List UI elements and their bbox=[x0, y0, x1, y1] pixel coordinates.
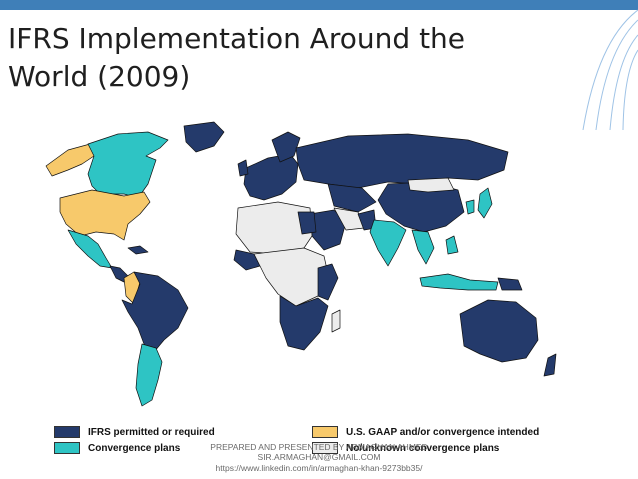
legend-item-unknown: No/unknown convergence plans bbox=[312, 442, 499, 454]
legend-item-convergence: Convergence plans bbox=[54, 442, 180, 454]
map-legend: IFRS permitted or required U.S. GAAP and… bbox=[54, 422, 564, 464]
region-europe bbox=[243, 153, 299, 201]
region-madagascar bbox=[331, 309, 341, 333]
region-mongolia bbox=[407, 177, 455, 193]
region-argentina bbox=[135, 343, 163, 407]
world-map bbox=[28, 118, 580, 414]
region-papua bbox=[497, 277, 523, 291]
region-india bbox=[369, 219, 407, 267]
region-southeast-asia bbox=[411, 229, 435, 265]
region-scandinavia bbox=[271, 131, 301, 163]
region-west-africa bbox=[233, 249, 261, 271]
region-new-zealand bbox=[543, 353, 557, 377]
corner-decoration bbox=[582, 9, 638, 130]
legend-item-ifrs: IFRS permitted or required bbox=[54, 426, 215, 438]
region-greenland bbox=[183, 121, 225, 153]
region-uk bbox=[237, 159, 249, 177]
page-title: IFRS Implementation Around the World (20… bbox=[8, 22, 466, 93]
region-central-africa bbox=[253, 247, 329, 307]
legend-swatch-ifrs bbox=[54, 426, 80, 438]
region-mexico bbox=[67, 229, 113, 269]
region-usa bbox=[59, 189, 151, 241]
region-east-africa bbox=[317, 263, 339, 301]
region-japan bbox=[477, 187, 493, 219]
credit-line-2: SIR.ARMAGHAN@GMAIL.COM bbox=[257, 452, 381, 462]
legend-swatch-convergence bbox=[54, 442, 80, 454]
top-accent-bar bbox=[0, 0, 638, 10]
credit-line-1: PREPARED AND PRESENTED BY ARMAGHAN AHMED bbox=[210, 442, 428, 452]
region-egypt bbox=[297, 211, 317, 235]
region-caribbean bbox=[127, 245, 149, 255]
region-central-asia bbox=[327, 183, 377, 213]
legend-label-ifrs: IFRS permitted or required bbox=[88, 426, 215, 438]
credit-line-3[interactable]: https://www.linkedin.com/in/armaghan-kha… bbox=[215, 463, 423, 473]
world-map-svg bbox=[45, 121, 557, 407]
region-russia bbox=[295, 133, 509, 189]
legend-item-usgaap: U.S. GAAP and/or convergence intended bbox=[312, 426, 539, 438]
region-alaska bbox=[45, 143, 95, 177]
region-canada bbox=[87, 131, 169, 199]
region-indonesia bbox=[419, 273, 499, 291]
region-korea bbox=[465, 199, 475, 215]
legend-label-unknown: No/unknown convergence plans bbox=[346, 442, 500, 454]
legend-swatch-unknown bbox=[312, 442, 338, 454]
region-southern-africa bbox=[279, 295, 329, 351]
legend-label-convergence: Convergence plans bbox=[88, 442, 181, 454]
legend-label-usgaap: U.S. GAAP and/or convergence intended bbox=[346, 426, 540, 438]
legend-swatch-usgaap bbox=[312, 426, 338, 438]
region-philippines bbox=[445, 235, 459, 255]
region-australia bbox=[459, 299, 539, 363]
